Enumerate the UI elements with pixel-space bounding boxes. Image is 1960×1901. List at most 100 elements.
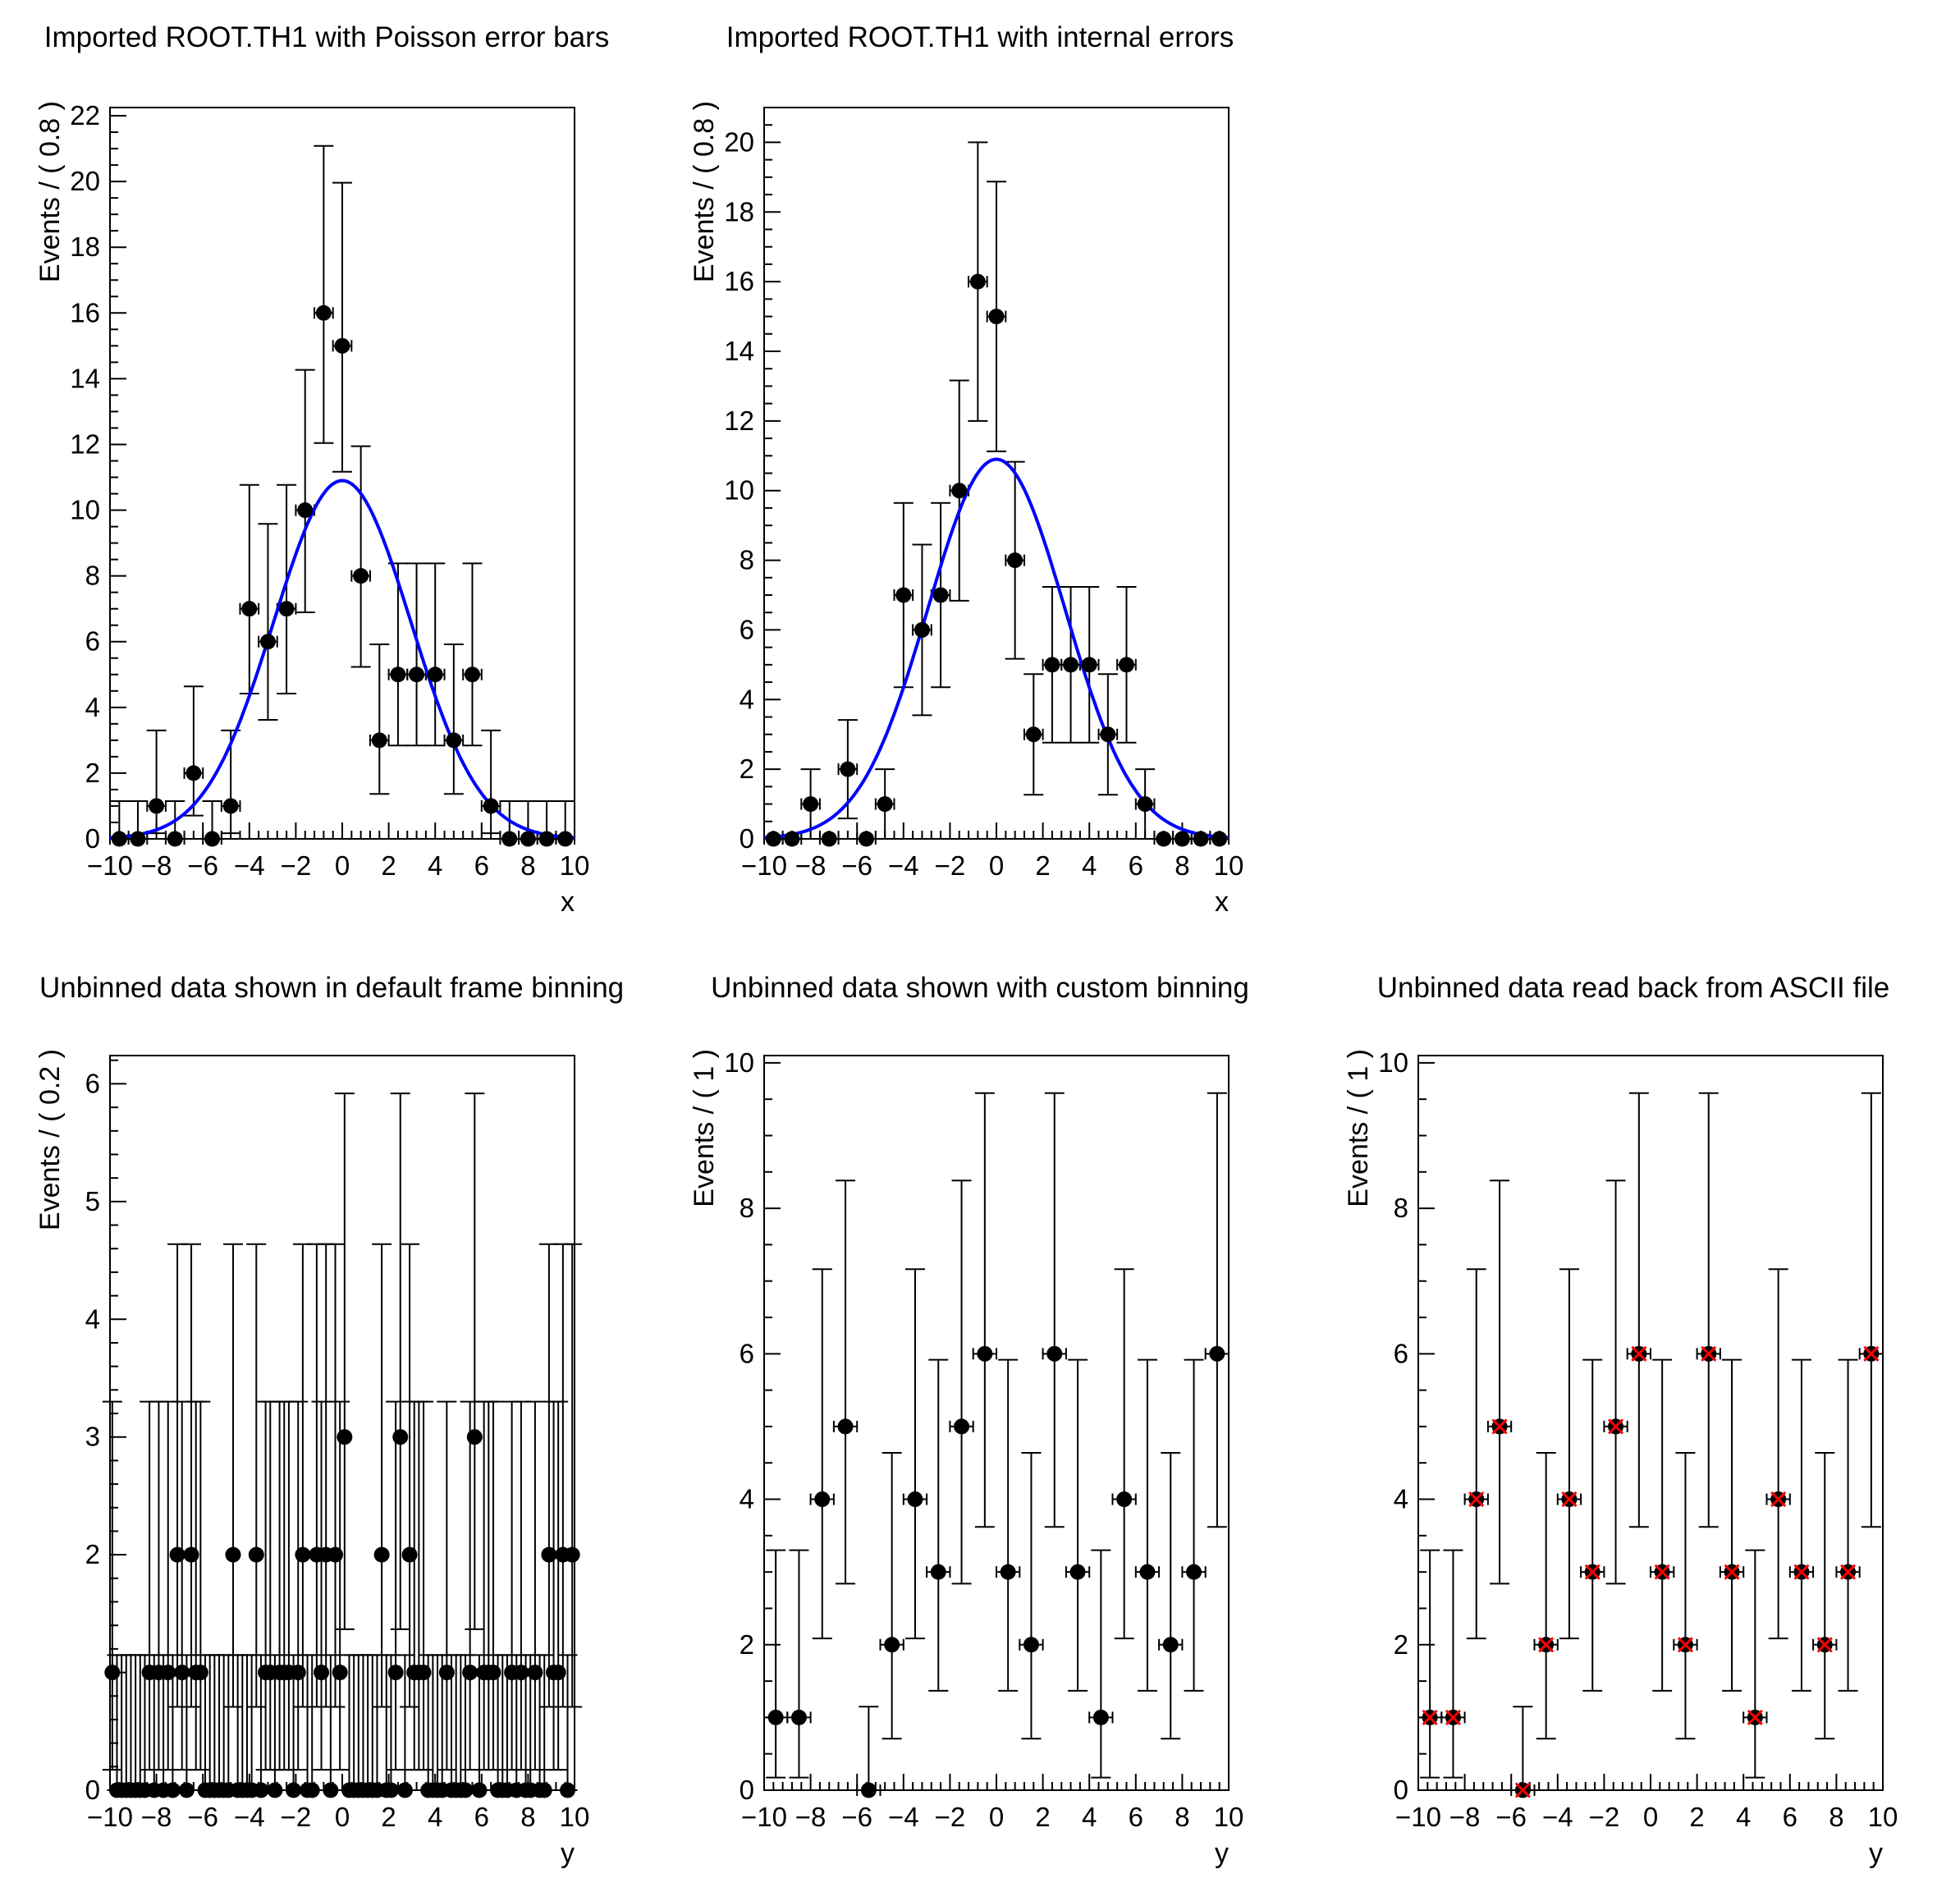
- svg-text:22: 22: [70, 100, 100, 131]
- data-point-marker: [977, 1345, 993, 1362]
- svg-text:0: 0: [989, 850, 1004, 881]
- data-markers: [111, 305, 574, 847]
- x-axis-title-th1-poisson: x: [561, 886, 575, 918]
- data-point-marker: [1211, 831, 1228, 847]
- data-point-marker: [860, 1782, 877, 1798]
- svg-text:2: 2: [1035, 850, 1050, 881]
- data-point-marker: [315, 305, 332, 321]
- svg-text:−8: −8: [141, 850, 172, 881]
- readback-cross-icon: [1491, 1418, 1508, 1435]
- svg-text:10: 10: [560, 850, 590, 881]
- svg-text:8: 8: [520, 850, 535, 881]
- data-point-marker: [295, 1546, 311, 1563]
- axis-ticks: [1417, 1061, 1884, 1791]
- y-axis-title-th1-internal: Events / ( 0.8 ): [689, 101, 720, 283]
- svg-text:14: 14: [724, 336, 754, 366]
- readback-cross-icon: [1747, 1709, 1763, 1725]
- data-point-marker: [396, 1782, 413, 1798]
- svg-text:2: 2: [740, 754, 754, 784]
- y-axis-title-unbinned-custom: Events / ( 1 ): [689, 1049, 720, 1207]
- error-bars: [109, 144, 575, 845]
- data-point-marker: [253, 1782, 269, 1798]
- svg-text:10: 10: [560, 1802, 590, 1832]
- data-point-marker: [314, 1665, 330, 1681]
- svg-text:14: 14: [70, 363, 100, 393]
- data-point-marker: [462, 1665, 479, 1681]
- data-point-marker: [790, 1709, 807, 1725]
- fit-curve: [763, 457, 1230, 840]
- data-markers: [767, 1345, 1225, 1798]
- svg-text:8: 8: [520, 1802, 535, 1832]
- panel-title-th1-poisson: Imported ROOT.TH1 with Poisson error bar…: [44, 21, 610, 53]
- y-axis-title-unbinned-ascii: Events / ( 1 ): [1343, 1049, 1374, 1207]
- data-point-marker: [427, 666, 443, 683]
- svg-text:8: 8: [1175, 850, 1189, 881]
- data-point-marker: [821, 831, 837, 847]
- data-point-marker: [111, 831, 127, 847]
- data-point-marker: [1193, 831, 1209, 847]
- data-markers: [1422, 1345, 1880, 1798]
- svg-text:12: 12: [70, 428, 100, 459]
- data-point-marker: [1007, 552, 1024, 569]
- svg-text:6: 6: [1783, 1802, 1797, 1832]
- data-point-marker: [969, 273, 986, 290]
- data-point-marker: [382, 1782, 399, 1798]
- svg-text:6: 6: [1129, 1802, 1143, 1832]
- svg-text:4: 4: [428, 1802, 442, 1832]
- svg-text:2: 2: [1035, 1802, 1050, 1832]
- svg-text:4: 4: [428, 850, 442, 881]
- svg-text:4: 4: [740, 684, 754, 714]
- svg-text:6: 6: [740, 614, 754, 644]
- data-point-marker: [392, 1429, 409, 1445]
- data-point-marker: [304, 1782, 320, 1798]
- svg-text:6: 6: [1394, 1338, 1408, 1368]
- svg-text:4: 4: [740, 1484, 754, 1514]
- data-point-marker: [169, 1546, 185, 1563]
- data-point-marker: [1209, 1345, 1225, 1362]
- data-point-marker: [564, 1546, 580, 1563]
- svg-text:−8: −8: [795, 1802, 827, 1832]
- readback-cross-icon: [1701, 1345, 1717, 1362]
- data-point-marker: [1081, 657, 1097, 673]
- panel-title-unbinned-custom: Unbinned data shown with custom binning: [711, 972, 1249, 1004]
- svg-text:2: 2: [1689, 1802, 1704, 1832]
- axis-tick-labels: −10 −8 −6 −4 −2 0 2 4 6 8 10 0 2 4 6 8 10: [724, 1047, 1243, 1832]
- svg-text:0: 0: [1394, 1775, 1408, 1805]
- svg-text:3: 3: [85, 1422, 100, 1452]
- data-point-marker: [446, 732, 462, 749]
- data-point-marker: [332, 1665, 348, 1681]
- data-point-marker: [951, 483, 968, 499]
- data-point-marker: [185, 765, 202, 781]
- data-point-marker: [471, 1782, 488, 1798]
- data-point-marker: [164, 1782, 181, 1798]
- readback-cross-icon: [1839, 1564, 1857, 1580]
- data-point-marker: [501, 831, 518, 847]
- svg-text:4: 4: [85, 692, 100, 722]
- svg-text:−6: −6: [841, 1802, 872, 1832]
- x-axis-title-th1-internal: x: [1215, 886, 1229, 918]
- data-point-marker: [538, 831, 555, 847]
- data-point-marker: [286, 1782, 302, 1798]
- readback-cross-icon: [1770, 1491, 1787, 1508]
- data-point-marker: [371, 732, 387, 749]
- svg-text:0: 0: [989, 1802, 1004, 1832]
- axis-ticks: [763, 1061, 1230, 1791]
- data-point-marker: [373, 1546, 390, 1563]
- data-point-marker: [415, 1665, 432, 1681]
- data-point-marker: [1137, 796, 1153, 813]
- data-point-marker: [1186, 1564, 1202, 1580]
- svg-text:−6: −6: [841, 850, 872, 881]
- data-point-marker: [767, 1709, 784, 1725]
- data-point-marker: [895, 587, 912, 603]
- svg-text:4: 4: [1082, 1802, 1097, 1832]
- data-point-marker: [877, 796, 893, 813]
- data-point-marker: [337, 1429, 353, 1445]
- error-bars: [102, 1093, 583, 1796]
- readback-cross-icon: [1677, 1637, 1694, 1653]
- data-point-marker: [104, 1665, 121, 1681]
- data-point-marker: [241, 601, 258, 617]
- svg-text:−8: −8: [795, 850, 827, 881]
- data-markers: [104, 1429, 580, 1798]
- data-point-marker: [914, 621, 930, 638]
- data-point-marker: [803, 796, 819, 813]
